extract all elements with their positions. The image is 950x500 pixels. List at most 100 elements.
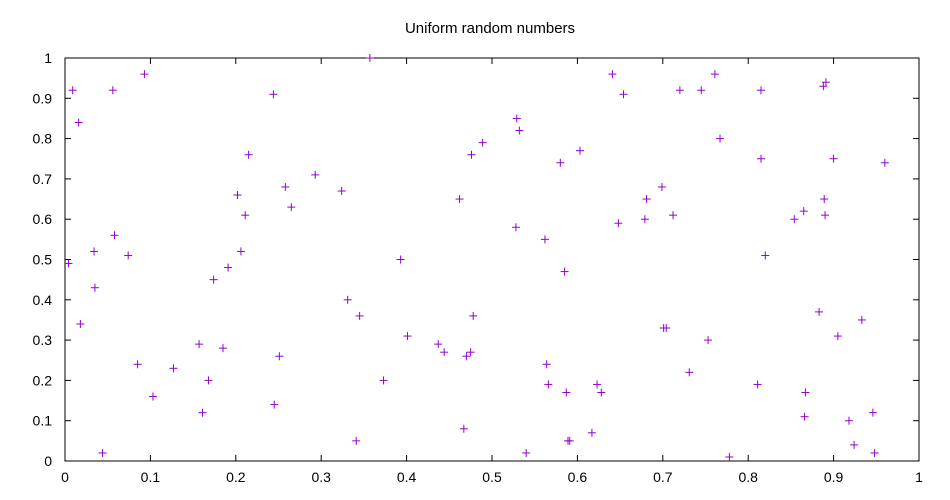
data-point-plus bbox=[478, 138, 487, 147]
chart-title: Uniform random numbers bbox=[405, 20, 575, 37]
data-point-plus bbox=[857, 315, 866, 324]
data-point-plus bbox=[642, 195, 651, 204]
y-tick-label: 0.2 bbox=[33, 372, 53, 388]
data-point-plus bbox=[455, 195, 464, 204]
data-point-plus bbox=[459, 424, 468, 433]
data-point-plus bbox=[870, 448, 879, 457]
data-point-plus bbox=[379, 376, 388, 385]
data-point-plus bbox=[697, 86, 706, 95]
data-point-plus bbox=[833, 332, 842, 341]
data-point-plus bbox=[148, 392, 157, 401]
data-point-plus bbox=[790, 215, 799, 224]
data-point-plus bbox=[440, 348, 449, 357]
x-tick-label: 0.5 bbox=[482, 469, 502, 485]
x-tick-label: 0.6 bbox=[568, 469, 588, 485]
data-point-plus bbox=[820, 195, 829, 204]
y-tick-label: 0.9 bbox=[33, 90, 53, 106]
data-point-plus bbox=[352, 436, 361, 445]
data-point-plus bbox=[365, 54, 374, 62]
data-point-plus bbox=[355, 311, 364, 320]
data-point-plus bbox=[275, 352, 284, 361]
data-point-plus bbox=[515, 126, 524, 135]
data-point-plus bbox=[98, 448, 107, 457]
data-point-plus bbox=[542, 360, 551, 369]
data-point-plus bbox=[619, 90, 628, 99]
data-point-plus bbox=[511, 223, 520, 232]
data-points bbox=[64, 54, 889, 461]
data-point-plus bbox=[593, 380, 602, 389]
data-point-plus bbox=[209, 275, 218, 284]
y-tick-label: 0.8 bbox=[33, 131, 53, 147]
data-point-plus bbox=[512, 114, 521, 123]
data-point-plus bbox=[815, 307, 824, 316]
data-point-plus bbox=[710, 70, 719, 79]
data-point-plus bbox=[597, 388, 606, 397]
data-point-plus bbox=[108, 86, 117, 95]
data-point-plus bbox=[565, 436, 574, 445]
data-point-plus bbox=[844, 416, 853, 425]
y-tick-label: 1 bbox=[44, 50, 52, 66]
data-point-plus bbox=[337, 186, 346, 195]
data-point-plus bbox=[469, 311, 478, 320]
data-point-plus bbox=[218, 344, 227, 353]
data-point-plus bbox=[244, 150, 253, 159]
y-tick-label: 0.6 bbox=[33, 211, 53, 227]
data-point-plus bbox=[224, 263, 233, 272]
data-point-plus bbox=[575, 146, 584, 155]
data-point-plus bbox=[64, 259, 73, 268]
data-point-plus bbox=[725, 452, 734, 461]
data-point-plus bbox=[467, 150, 476, 159]
data-point-plus bbox=[124, 251, 133, 260]
data-point-plus bbox=[821, 211, 830, 220]
data-point-plus bbox=[90, 247, 99, 256]
data-point-plus bbox=[753, 380, 762, 389]
y-tick-label: 0.5 bbox=[33, 252, 53, 268]
y-tick-label: 0 bbox=[44, 453, 52, 469]
data-point-plus bbox=[434, 340, 443, 349]
data-point-plus bbox=[281, 182, 290, 191]
data-point-plus bbox=[704, 336, 713, 345]
data-point-plus bbox=[587, 428, 596, 437]
y-tick-label: 0.1 bbox=[33, 413, 53, 429]
data-point-plus bbox=[287, 203, 296, 212]
y-tick-label: 0.7 bbox=[33, 171, 53, 187]
data-point-plus bbox=[801, 388, 810, 397]
x-tick-label: 0.9 bbox=[824, 469, 844, 485]
x-tick-label: 1 bbox=[915, 469, 923, 485]
data-point-plus bbox=[662, 324, 671, 333]
data-point-plus bbox=[195, 340, 204, 349]
y-tick-label: 0.4 bbox=[33, 292, 53, 308]
data-point-plus bbox=[133, 360, 142, 369]
data-point-plus bbox=[669, 211, 678, 220]
data-point-plus bbox=[462, 352, 471, 361]
data-point-plus bbox=[233, 191, 242, 200]
data-point-plus bbox=[640, 215, 649, 224]
data-point-plus bbox=[90, 283, 99, 292]
data-point-plus bbox=[540, 235, 549, 244]
data-point-plus bbox=[241, 211, 250, 220]
data-point-plus bbox=[716, 134, 725, 143]
data-point-plus bbox=[522, 448, 531, 457]
data-point-plus bbox=[562, 388, 571, 397]
data-point-plus bbox=[110, 231, 119, 240]
plot-frame bbox=[64, 57, 920, 462]
data-point-plus bbox=[556, 158, 565, 167]
data-point-plus bbox=[396, 255, 405, 264]
x-tick-label: 0.1 bbox=[141, 469, 161, 485]
data-point-plus bbox=[198, 408, 207, 417]
data-point-plus bbox=[868, 408, 877, 417]
data-point-plus bbox=[76, 319, 85, 328]
data-point-plus bbox=[311, 170, 320, 179]
data-point-plus bbox=[343, 295, 352, 304]
data-point-plus bbox=[560, 267, 569, 276]
y-tick-label: 0.3 bbox=[33, 332, 53, 348]
data-point-plus bbox=[169, 364, 178, 373]
x-tick-label: 0.3 bbox=[311, 469, 331, 485]
data-point-plus bbox=[74, 118, 83, 127]
data-point-plus bbox=[270, 400, 279, 409]
data-point-plus bbox=[544, 380, 553, 389]
data-point-plus bbox=[757, 86, 766, 95]
data-point-plus bbox=[685, 368, 694, 377]
data-point-plus bbox=[799, 207, 808, 216]
